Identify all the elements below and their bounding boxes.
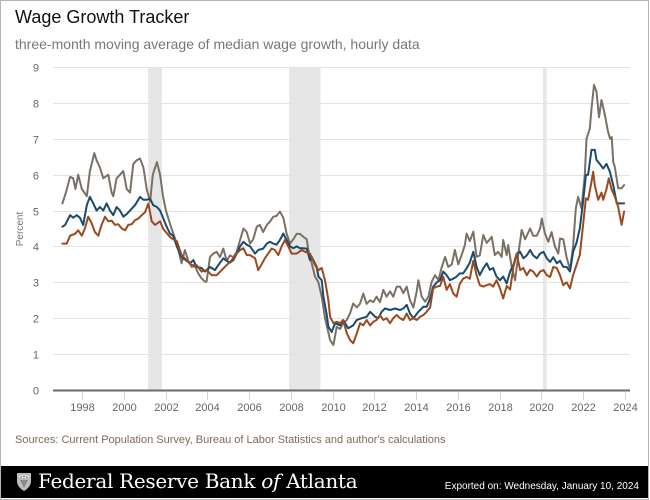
y-tick-label: 0 (33, 386, 39, 398)
gridlines-group (53, 67, 630, 355)
recession-band (148, 67, 162, 390)
x-tick-label: 2002 (154, 402, 178, 414)
y-tick-label: 6 (33, 171, 39, 183)
x-tick-label: 2006 (237, 402, 261, 414)
y-tick-label: 9 (33, 63, 39, 75)
chart-title: Wage Growth Tracker (15, 7, 190, 27)
x-tick-label: 1998 (70, 402, 94, 414)
brand-of: of (261, 469, 281, 493)
fed-eagle-shield-icon (17, 473, 31, 491)
y-axis-label: Percent (15, 212, 26, 247)
series-group (61, 83, 626, 347)
x-tick-label: 2010 (321, 402, 345, 414)
series-line-brown-series (61, 170, 626, 345)
x-tick-label: 2018 (488, 402, 512, 414)
recession-shading-group (148, 67, 547, 390)
sources-note: Sources: Current Population Survey, Bure… (15, 434, 446, 446)
x-tick-label: 2000 (112, 402, 136, 414)
brand-name: Federal Reserve Bank of Atlanta (38, 469, 358, 493)
chart-subtitle: three-month moving average of median wag… (15, 36, 420, 52)
x-tick-label: 2022 (571, 402, 595, 414)
y-tick-label: 4 (33, 242, 39, 254)
x-tick-label: 2014 (404, 402, 428, 414)
brand-post: Atlanta (280, 469, 358, 493)
y-tick-label: 7 (33, 135, 39, 147)
y-tick-label: 3 (33, 278, 39, 290)
x-axis-group (53, 389, 630, 400)
y-tick-label: 8 (33, 99, 39, 111)
x-tick-label: 2008 (279, 402, 303, 414)
x-tick-label: 2016 (446, 402, 470, 414)
recession-band (289, 67, 321, 390)
y-tick-label: 1 (33, 350, 39, 362)
x-tick-label: 2012 (362, 402, 386, 414)
y-tick-label: 5 (33, 207, 39, 219)
y-tick-label: 2 (33, 314, 39, 326)
y-tick-labels-group: 0 1 2 3 4 5 6 7 8 9 (33, 63, 39, 398)
series-line-gray-series (61, 83, 626, 347)
brand-pre: Federal Reserve Bank (38, 469, 262, 493)
x-tick-labels-group: 1998 2000 2002 2004 2006 2008 2010 2012 2014 2016… (70, 402, 637, 414)
x-tick-label: 2004 (195, 402, 219, 414)
footer-bar: Federal Reserve Bank of Atlanta Exported… (1, 466, 648, 498)
x-tick-label: 2024 (613, 402, 637, 414)
x-tick-label: 2020 (529, 402, 553, 414)
series-line-blue-series (61, 148, 626, 333)
export-date: Exported on: Wednesday, January 10, 2024 (444, 481, 639, 492)
